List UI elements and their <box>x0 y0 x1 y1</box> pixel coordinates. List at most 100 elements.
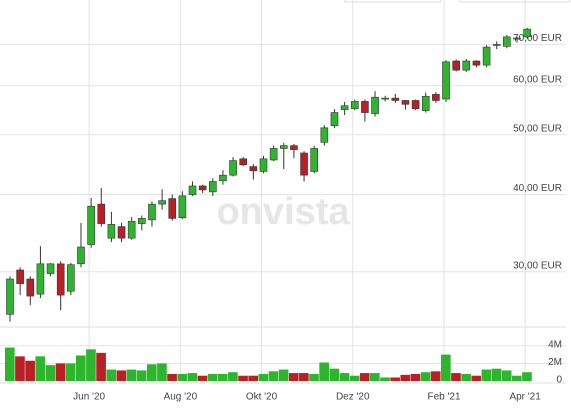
volume-bar <box>501 370 512 381</box>
candle-body <box>168 198 177 219</box>
volume-bar <box>15 356 25 381</box>
candle-body <box>381 97 389 100</box>
candle-body <box>492 44 501 46</box>
y-tick-label: 30,00 EUR <box>513 260 562 271</box>
volume-bar <box>461 373 471 381</box>
x-tick-label: Feb '21 <box>427 392 460 403</box>
volume-bar <box>106 369 117 381</box>
candle-body <box>107 224 116 239</box>
candle-body <box>401 100 410 105</box>
volume-bar <box>167 373 177 381</box>
volume-bar <box>25 360 35 381</box>
volume-bar <box>370 373 380 381</box>
candle-body <box>178 195 187 218</box>
volume-bar <box>228 372 238 381</box>
volume-bar <box>451 373 461 381</box>
volume-bar <box>126 369 137 381</box>
candle-body <box>188 185 197 195</box>
volume-bar <box>400 374 411 381</box>
volume-bar <box>35 356 46 381</box>
x-tick-label: Jun '20 <box>73 392 105 403</box>
volume-bar <box>471 375 482 381</box>
candle-body <box>421 95 430 111</box>
candle-body <box>482 46 491 66</box>
volume-bar <box>146 364 157 381</box>
volume-bar <box>522 372 532 381</box>
candle-body <box>148 203 156 221</box>
candle-body <box>46 263 55 274</box>
candle-body <box>513 37 521 40</box>
candle-body <box>117 226 126 239</box>
volume-tick-label: 2M <box>548 357 562 368</box>
candle-body <box>472 60 481 66</box>
volume-bar <box>55 363 66 381</box>
candle-body <box>503 36 511 47</box>
volume-bar <box>207 373 218 381</box>
candle-body <box>371 96 379 114</box>
candle-body <box>249 166 258 172</box>
x-tick-label: Aug '20 <box>164 392 198 403</box>
candle-body <box>462 60 471 71</box>
volume-bar <box>299 373 309 381</box>
volume-bar <box>380 377 390 381</box>
candle-body <box>411 100 420 109</box>
candle-body <box>300 152 308 176</box>
volume-bar <box>177 373 188 381</box>
candle-body <box>229 160 237 176</box>
volume-bar <box>75 355 86 381</box>
volume-bar <box>359 373 370 381</box>
volume-bar <box>420 372 431 381</box>
volume-bar <box>481 369 492 381</box>
candle-body <box>452 60 460 71</box>
candle-body <box>259 158 268 172</box>
y-tick-label: 70,00 EUR <box>513 33 562 44</box>
candle-body <box>67 264 75 292</box>
volume-bar <box>5 347 15 381</box>
volume-bar <box>329 368 340 381</box>
volume-tick-label: 0 <box>556 375 562 386</box>
candle-body <box>77 246 85 265</box>
volume-bar <box>96 352 106 381</box>
top-box <box>459 0 571 3</box>
volume-bar <box>278 369 289 381</box>
volume-bar <box>339 373 350 381</box>
y-tick-label: 60,00 EUR <box>513 74 562 85</box>
candle-body <box>26 278 35 297</box>
candle-body <box>209 181 217 193</box>
candle-body <box>442 61 450 100</box>
volume-bar <box>390 377 400 381</box>
candle-body <box>36 263 45 295</box>
volume-bar <box>197 375 208 381</box>
top-box <box>344 0 442 3</box>
volume-bar <box>217 373 228 381</box>
candle-body <box>290 145 298 150</box>
candle-body <box>87 205 95 245</box>
candle-body <box>320 127 329 143</box>
volume-bar <box>116 370 127 381</box>
volume-bar <box>349 375 360 381</box>
x-tick-label: Apr '21 <box>509 392 541 403</box>
watermark: onvista <box>216 191 350 233</box>
candle-body <box>340 105 349 110</box>
candle-body <box>198 185 207 191</box>
candle-body <box>432 94 440 101</box>
candle-body <box>391 97 400 101</box>
volume-bar <box>410 373 421 381</box>
volume-bar <box>248 375 258 381</box>
candle-body <box>138 218 146 224</box>
candle-body <box>127 221 136 239</box>
candle-body <box>16 269 24 284</box>
candle-body <box>310 148 319 172</box>
candle-body <box>239 158 248 166</box>
x-tick-label: Dez '20 <box>336 392 370 403</box>
y-tick-label: 50,00 EUR <box>513 123 562 134</box>
volume-bar <box>157 363 167 381</box>
volume-bar <box>309 373 319 381</box>
volume-bar <box>441 354 451 381</box>
y-tick-label: 40,00 EUR <box>513 183 562 194</box>
candle-body <box>219 174 227 182</box>
volume-bar <box>187 373 198 381</box>
candle-body <box>269 148 278 161</box>
